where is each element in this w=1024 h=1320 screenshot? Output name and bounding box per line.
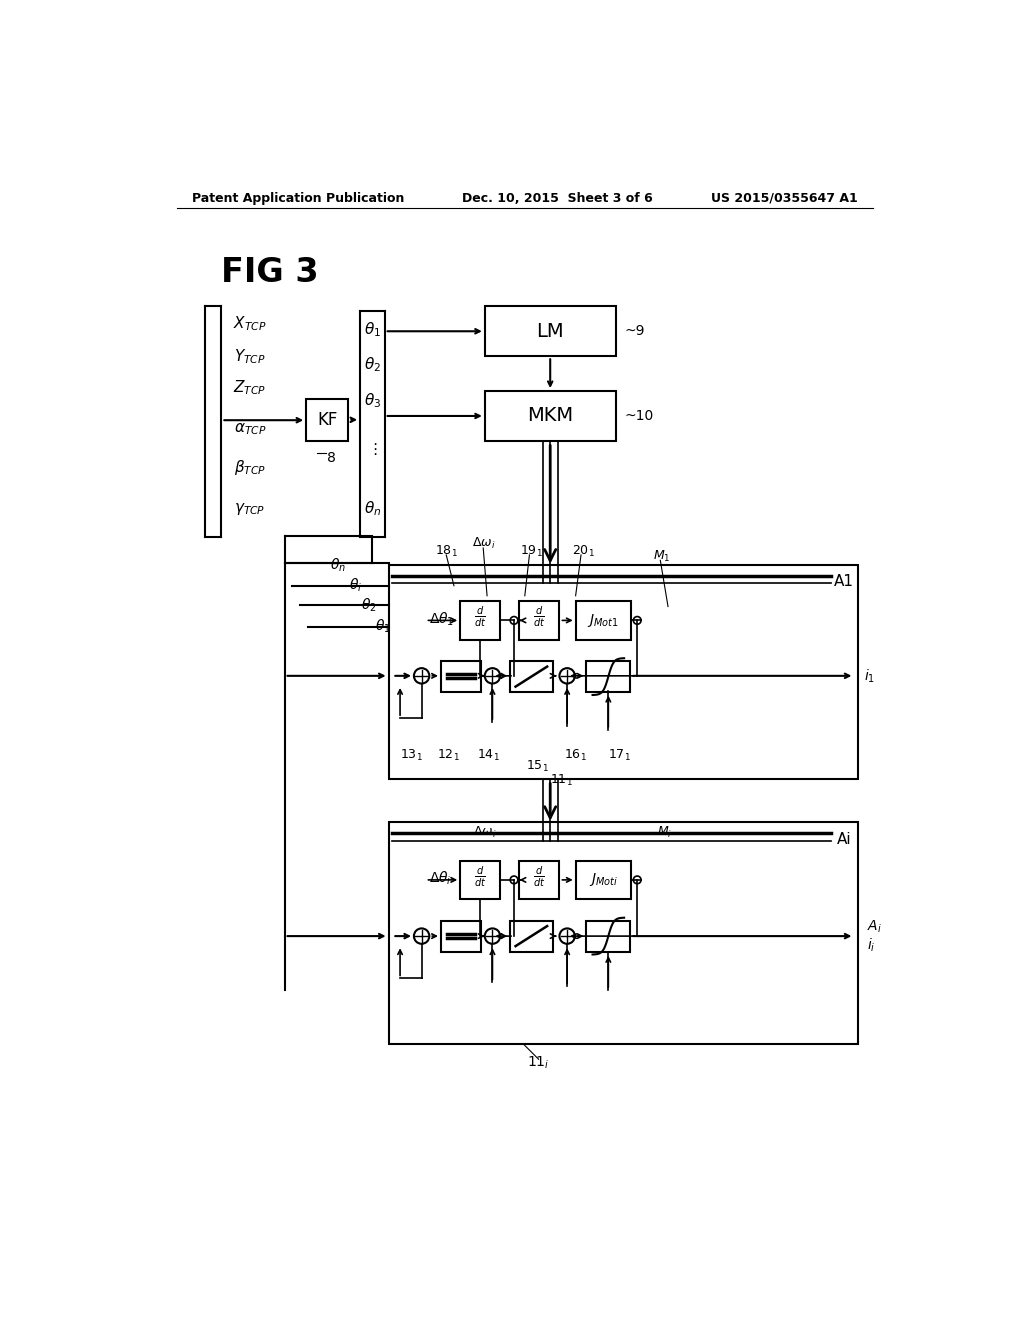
Text: $15_{1}$: $15_{1}$ — [525, 759, 549, 775]
Text: $18_1$: $18_1$ — [435, 544, 458, 558]
Text: $12_1$: $12_1$ — [437, 747, 460, 763]
Bar — [575, 861, 631, 899]
Bar — [441, 661, 481, 692]
Bar — [441, 921, 481, 952]
Bar — [575, 601, 631, 640]
Text: $\vdots$: $\vdots$ — [368, 441, 378, 458]
Text: $J_{Moti}$: $J_{Moti}$ — [589, 871, 617, 888]
Text: $\frac{d}{dt}$: $\frac{d}{dt}$ — [474, 605, 486, 630]
Text: $X_{TCP}$: $X_{TCP}$ — [233, 314, 266, 334]
Text: $17_{1}$: $17_{1}$ — [608, 747, 631, 763]
Text: $\theta_1$: $\theta_1$ — [375, 618, 391, 635]
Text: $\alpha_{TCP}$: $\alpha_{TCP}$ — [233, 421, 266, 437]
Text: $20_1$: $20_1$ — [572, 544, 595, 558]
Bar — [484, 306, 615, 356]
Text: $\beta_{TCP}$: $\beta_{TCP}$ — [233, 458, 266, 478]
Bar — [519, 601, 559, 640]
Text: $\Delta\theta_1$: $\Delta\theta_1$ — [429, 610, 455, 627]
Bar — [388, 822, 858, 1044]
Text: A1: A1 — [835, 574, 854, 590]
Bar — [388, 565, 858, 779]
Text: $Y_{TCP}$: $Y_{TCP}$ — [234, 347, 266, 367]
Text: $\frac{d}{dt}$: $\frac{d}{dt}$ — [534, 865, 546, 888]
Bar — [587, 661, 631, 692]
Text: $\Delta\theta_i$: $\Delta\theta_i$ — [429, 870, 452, 887]
Text: $\gamma_{TCP}$: $\gamma_{TCP}$ — [234, 500, 265, 516]
Text: $\frac{d}{dt}$: $\frac{d}{dt}$ — [534, 605, 546, 630]
Text: $\theta_1$: $\theta_1$ — [364, 319, 381, 339]
Text: ~9: ~9 — [625, 325, 645, 338]
Bar — [510, 661, 553, 692]
Text: $\theta_n$: $\theta_n$ — [331, 556, 346, 574]
Text: $i_i$: $i_i$ — [867, 937, 876, 954]
Text: $\theta_2$: $\theta_2$ — [364, 355, 381, 374]
Text: $J_{Mot1}$: $J_{Mot1}$ — [588, 612, 620, 628]
Text: $\theta_2$: $\theta_2$ — [361, 597, 377, 614]
Bar — [519, 861, 559, 899]
Text: US 2015/0355647 A1: US 2015/0355647 A1 — [711, 191, 857, 205]
Bar — [306, 399, 348, 441]
Bar — [460, 601, 500, 640]
Text: $\theta_n$: $\theta_n$ — [364, 499, 381, 519]
Text: Dec. 10, 2015  Sheet 3 of 6: Dec. 10, 2015 Sheet 3 of 6 — [462, 191, 652, 205]
Text: $19_1$: $19_1$ — [519, 544, 543, 558]
Bar — [460, 861, 500, 899]
Text: $M_i$: $M_i$ — [656, 825, 672, 840]
Text: $\theta_3$: $\theta_3$ — [364, 391, 381, 409]
Text: $\Delta\omega_i$: $\Delta\omega_i$ — [471, 536, 495, 550]
Bar — [587, 921, 631, 952]
Text: $\Delta\omega_i$: $\Delta\omega_i$ — [473, 825, 497, 840]
Text: MKM: MKM — [527, 407, 573, 425]
Text: 8: 8 — [327, 451, 336, 465]
Text: $\frac{d}{dt}$: $\frac{d}{dt}$ — [474, 865, 486, 888]
Bar — [510, 921, 553, 952]
Text: $11_i$: $11_i$ — [527, 1055, 550, 1072]
Text: $A_i$: $A_i$ — [867, 919, 883, 935]
Text: Patent Application Publication: Patent Application Publication — [193, 191, 404, 205]
Text: $11_1$: $11_1$ — [550, 774, 573, 788]
Text: $M_1$: $M_1$ — [653, 549, 671, 564]
Text: FIG 3: FIG 3 — [221, 256, 319, 289]
Text: $13_1$: $13_1$ — [400, 747, 423, 763]
Text: KF: KF — [317, 411, 338, 429]
Text: Ai: Ai — [837, 832, 852, 846]
Text: ~10: ~10 — [625, 409, 654, 422]
Text: $i_1$: $i_1$ — [864, 667, 876, 685]
Text: $14_{1}$: $14_{1}$ — [477, 747, 500, 763]
Bar — [484, 391, 615, 441]
Text: LM: LM — [537, 322, 564, 341]
Text: $16_{1}$: $16_{1}$ — [564, 747, 587, 763]
Text: $Z_{TCP}$: $Z_{TCP}$ — [233, 379, 266, 397]
Text: $\theta_i$: $\theta_i$ — [349, 577, 361, 594]
